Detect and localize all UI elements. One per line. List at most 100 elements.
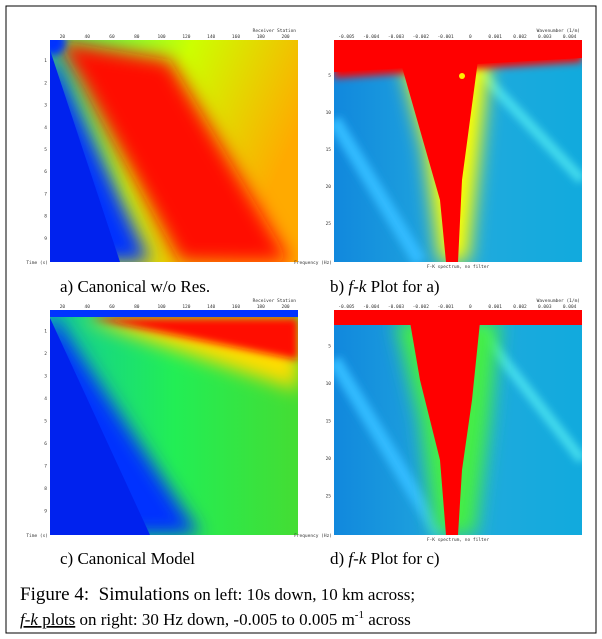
axis-title: Time (s)	[26, 260, 48, 266]
top-tick-label: 0.003	[538, 304, 552, 310]
top-tick-label: 180	[257, 34, 265, 40]
left-tick-label: 9	[44, 236, 47, 242]
top-tick-label: 0.001	[488, 34, 502, 40]
caption-a: a) Canonical w/o Res.	[60, 277, 210, 296]
top-tick-label: 60	[109, 34, 115, 40]
top-tick-label: -0.004	[363, 34, 380, 40]
axis-title: Wavenumber (1/m)	[537, 28, 580, 34]
left-tick-label: 5	[44, 419, 47, 425]
top-tick-label: 120	[182, 34, 190, 40]
left-tick-label: 9	[44, 509, 47, 515]
heatmap-a	[50, 40, 298, 262]
top-tick-label: 100	[158, 34, 166, 40]
left-tick-label: 20	[326, 456, 332, 462]
left-tick-label: 10	[326, 381, 332, 387]
caption-underlined: plots	[38, 610, 75, 629]
axis-title: Receiver Station	[253, 28, 297, 34]
top-tick-label: 200	[282, 304, 290, 310]
top-tick-label: 40	[84, 34, 90, 40]
top-tick-label: 0	[469, 34, 472, 40]
top-tick-label: -0.004	[363, 304, 380, 310]
top-tick-label: 40	[84, 304, 90, 310]
caption-prefix: b)	[330, 277, 348, 296]
top-tick-label: 60	[109, 304, 115, 310]
heatmap-b	[334, 40, 582, 262]
left-tick-label: 20	[326, 184, 332, 190]
frame	[5, 5, 597, 634]
caption-end: across	[364, 610, 411, 629]
caption-italic: f-k	[348, 277, 366, 296]
axis-title: Frequency (Hz)	[294, 260, 332, 266]
top-tick-label: 140	[207, 34, 215, 40]
top-tick-label: 0.002	[513, 304, 527, 310]
top-tick-label: 80	[134, 34, 140, 40]
top-tick-label: 20	[60, 304, 66, 310]
top-tick-label: 160	[232, 304, 240, 310]
caption-italic: f-k	[348, 549, 366, 568]
left-tick-label: 6	[44, 169, 47, 175]
top-tick-label: 80	[134, 304, 140, 310]
top-tick-label: -0.005	[338, 304, 355, 310]
top-tick-label: 160	[232, 34, 240, 40]
heatmap-d	[334, 310, 582, 535]
top-tick-label: 0.002	[513, 34, 527, 40]
superscript: -1	[355, 609, 364, 621]
left-tick-label: 10	[326, 110, 332, 116]
plot-footer: F-K spectrum, no filter	[427, 264, 490, 270]
left-tick-label: 15	[326, 147, 332, 153]
caption-prefix: d)	[330, 549, 348, 568]
figure-caption-line2: f-k plots on right: 30 Hz down, -0.005 t…	[20, 609, 411, 629]
caption-suffix: Plot for c)	[366, 549, 439, 568]
left-tick-label: 3	[44, 103, 47, 109]
heatmap-c	[50, 310, 298, 535]
caption-text: on right: 30 Hz down, -0.005 to 0.005 m	[75, 610, 355, 629]
left-tick-label: 4	[44, 125, 47, 131]
left-tick-label: 8	[44, 214, 47, 220]
top-tick-label: -0.003	[388, 304, 405, 310]
left-tick-label: 25	[326, 494, 332, 500]
figure-label: Figure 4: Simulations	[20, 584, 189, 605]
top-tick-label: 0	[469, 304, 472, 310]
left-tick-label: 1	[44, 58, 47, 64]
left-tick-label: 5	[44, 147, 47, 153]
left-tick-label: 1	[44, 329, 47, 335]
top-tick-label: 200	[282, 34, 290, 40]
axis-title: Time (s)	[26, 533, 48, 539]
axis-title: Wavenumber (1/m)	[537, 298, 580, 304]
top-tick-label: 0.004	[563, 304, 577, 310]
top-tick-label: 0.003	[538, 34, 552, 40]
left-tick-label: 5	[328, 344, 331, 350]
left-tick-label: 3	[44, 374, 47, 380]
left-tick-label: 7	[44, 191, 47, 197]
top-tick-label: 140	[207, 304, 215, 310]
top-tick-label: 100	[158, 304, 166, 310]
top-tick-label: 0.004	[563, 34, 577, 40]
left-tick-label: 25	[326, 221, 332, 227]
caption-b: b) f-k Plot for a)	[330, 277, 440, 296]
top-tick-label: 180	[257, 304, 265, 310]
top-tick-label: 20	[60, 34, 66, 40]
caption-c: c) Canonical Model	[60, 549, 195, 568]
left-tick-label: 4	[44, 396, 47, 402]
left-tick-label: 6	[44, 441, 47, 447]
left-tick-label: 5	[328, 73, 331, 79]
top-tick-label: -0.003	[388, 34, 405, 40]
top-tick-label: -0.002	[413, 34, 430, 40]
caption-text: on left: 10s down, 10 km across;	[189, 585, 415, 604]
axis-title: Receiver Station	[253, 298, 297, 304]
top-tick-label: 0.001	[488, 304, 502, 310]
top-tick-label: -0.005	[338, 34, 355, 40]
top-tick-label: -0.001	[437, 34, 454, 40]
left-tick-label: 7	[44, 464, 47, 470]
left-tick-label: 15	[326, 419, 332, 425]
left-tick-label: 8	[44, 486, 47, 492]
caption-italic: f-k	[20, 610, 38, 629]
axis-title: Frequency (Hz)	[294, 533, 332, 539]
left-tick-label: 2	[44, 351, 47, 357]
caption-d: d) f-k Plot for c)	[330, 549, 440, 568]
figure-caption-line1: Figure 4: Simulations on left: 10s down,…	[20, 584, 415, 605]
top-tick-label: 120	[182, 304, 190, 310]
